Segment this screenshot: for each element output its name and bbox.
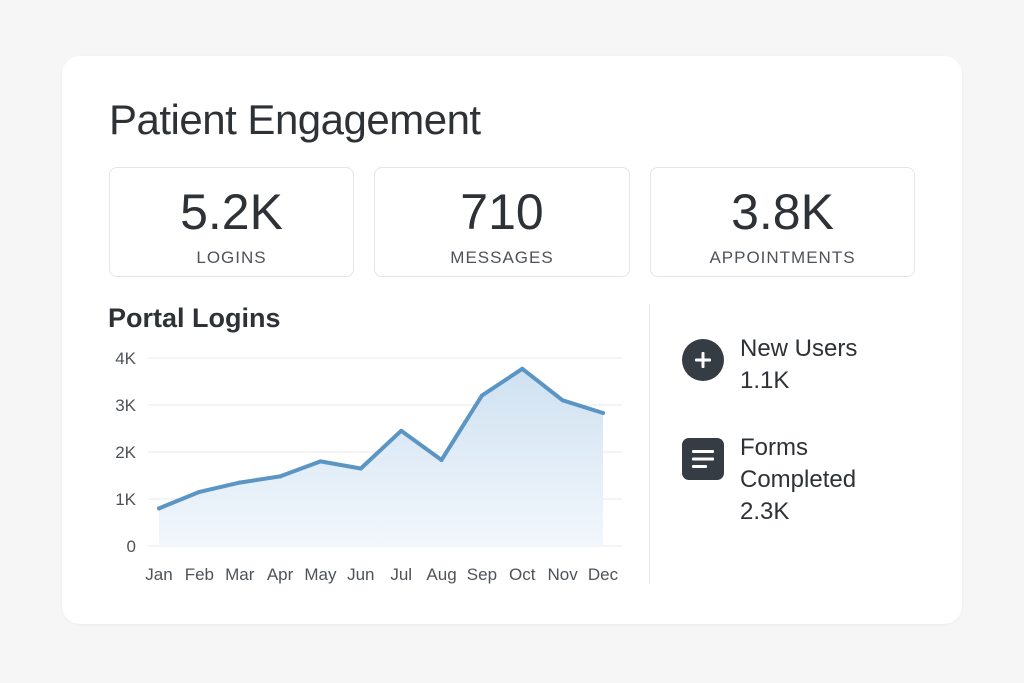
x-tick-label: Nov — [548, 565, 579, 584]
data-point-apr — [278, 474, 283, 479]
x-tick-label: Oct — [509, 565, 536, 584]
plus-circle-icon — [682, 339, 724, 381]
data-point-mar — [237, 480, 242, 485]
x-tick-label: Feb — [185, 565, 214, 584]
data-point-nov — [560, 398, 565, 403]
side-item-label: Forms Completed — [740, 434, 857, 493]
side-item-new-users[interactable]: New Users 1.1K — [682, 333, 890, 397]
data-point-dec — [601, 410, 605, 415]
stat-label: APPOINTMENTS — [709, 248, 856, 267]
page-title: Patient Engagement — [109, 96, 481, 143]
x-tick-label: Sep — [467, 565, 497, 584]
data-point-sep — [479, 393, 484, 398]
data-point-jan — [157, 506, 161, 511]
stat-label: LOGINS — [196, 248, 267, 267]
data-point-aug — [439, 457, 444, 462]
divider — [649, 304, 650, 584]
y-axis-ticks: 0 1K 2K 3K 4K — [115, 349, 136, 556]
chart-points — [157, 366, 605, 511]
data-point-may — [318, 459, 323, 464]
chart-area-fill — [159, 368, 603, 546]
y-tick-label: 2K — [115, 443, 136, 462]
stat-appointments[interactable]: 3.8K APPOINTMENTS — [650, 167, 915, 277]
x-tick-label: May — [304, 565, 337, 584]
y-tick-label: 0 — [127, 537, 136, 556]
y-tick-label: 3K — [115, 396, 136, 415]
stat-value: 710 — [460, 184, 544, 240]
y-tick-label: 4K — [115, 349, 136, 368]
stat-value: 5.2K — [180, 184, 283, 240]
y-tick-label: 1K — [115, 490, 136, 509]
x-tick-label: Jan — [145, 565, 172, 584]
side-item-label: New Users — [740, 335, 858, 362]
x-tick-label: Jun — [347, 565, 374, 584]
data-point-jun — [358, 466, 363, 471]
data-point-feb — [197, 489, 202, 494]
stat-value: 3.8K — [731, 184, 834, 240]
document-lines-icon — [682, 438, 724, 480]
x-tick-label: Aug — [426, 565, 456, 584]
x-tick-label: Jul — [390, 565, 412, 584]
x-tick-label: Dec — [588, 565, 619, 584]
stat-label: MESSAGES — [450, 248, 554, 267]
chart-title: Portal Logins — [108, 303, 281, 333]
stat-messages[interactable]: 710 MESSAGES — [374, 167, 630, 277]
x-axis-ticks: Jan Feb Mar Apr May Jun Jul Aug Sep Oct Nov Dec — [145, 565, 618, 584]
data-point-oct — [520, 366, 525, 371]
engagement-card: Patient Engagement 5.2K LOGINS 710 MESSA… — [62, 56, 962, 624]
side-item-forms-completed[interactable]: Forms Completed 2.3K — [682, 432, 890, 528]
side-item-value: 1.1K — [740, 367, 790, 394]
portal-logins-chart: 0 1K 2K 3K 4K Jan Feb Mar Apr May Jun Jul Aug Sep Oct… — [115, 349, 622, 584]
x-tick-label: Mar — [225, 565, 255, 584]
side-item-value: 2.3K — [740, 498, 790, 525]
x-tick-label: Apr — [267, 565, 294, 584]
chart-series-line — [157, 366, 605, 511]
data-point-jul — [399, 428, 404, 433]
stat-logins[interactable]: 5.2K LOGINS — [109, 167, 354, 277]
